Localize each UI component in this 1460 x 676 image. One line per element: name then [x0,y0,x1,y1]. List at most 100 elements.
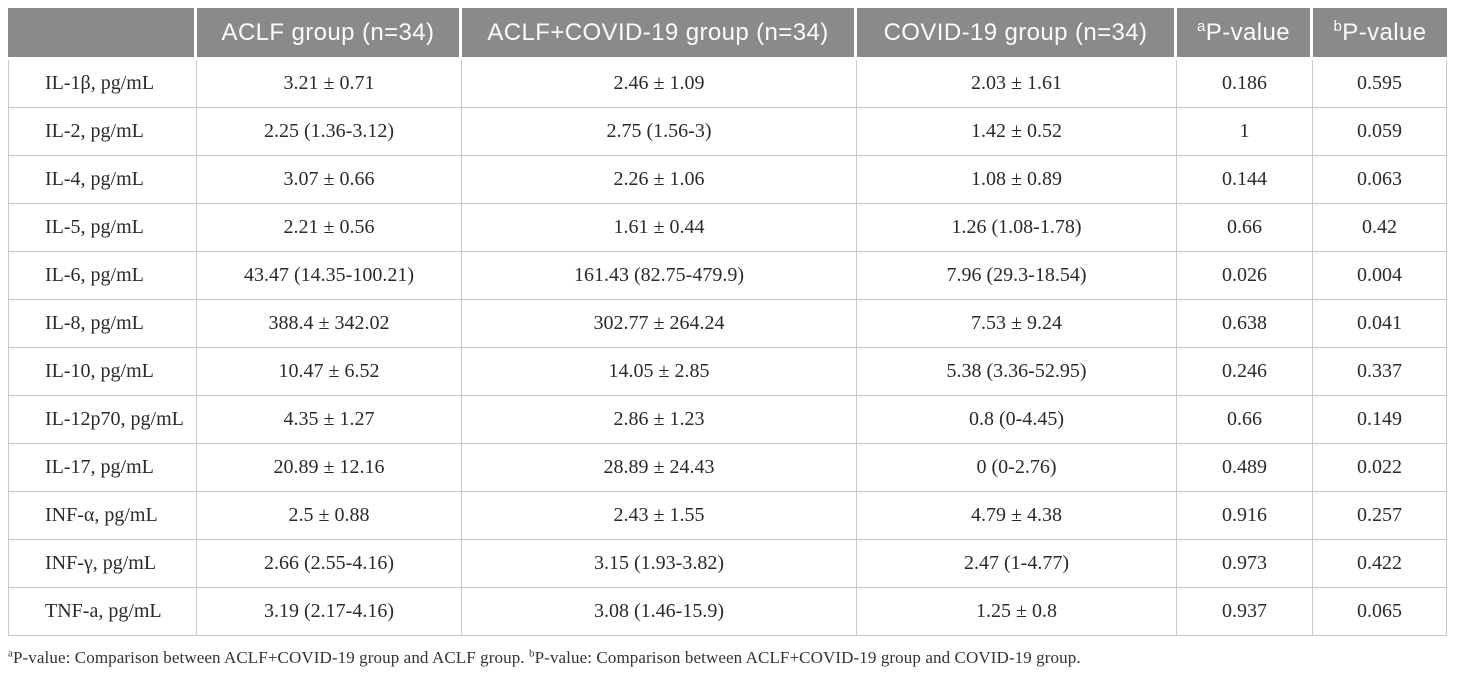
cytokine-label: IL-17, pg/mL [8,444,197,492]
aclf-group-value: 20.89 ± 12.16 [197,444,462,492]
aclf-covid-group-value: 3.08 (1.46-15.9) [462,588,857,636]
p-value-b: 0.041 [1313,300,1447,348]
footnote-text-a: P-value: Comparison between ACLF+COVID-1… [12,648,530,667]
p-value-b: 0.595 [1313,60,1447,108]
aclf-covid-group-value: 161.43 (82.75-479.9) [462,252,857,300]
aclf-covid-group-value: 1.61 ± 0.44 [462,204,857,252]
p-value-a: 0.026 [1177,252,1313,300]
aclf-group-value: 388.4 ± 342.02 [197,300,462,348]
aclf-group-value: 3.07 ± 0.66 [197,156,462,204]
aclf-group-value: 2.21 ± 0.56 [197,204,462,252]
p-value-a: 0.916 [1177,492,1313,540]
p-value-a: 0.144 [1177,156,1313,204]
p-value-a: 0.246 [1177,348,1313,396]
p-value-b: 0.022 [1313,444,1447,492]
cytokine-label: IL-1β, pg/mL [8,60,197,108]
table-row: IL-5, pg/mL 2.21 ± 0.56 1.61 ± 0.44 1.26… [8,204,1447,252]
aclf-group-value: 2.25 (1.36-3.12) [197,108,462,156]
p-value-b-label: P-value [1342,18,1427,46]
table-row: IL-4, pg/mL 3.07 ± 0.66 2.26 ± 1.06 1.08… [8,156,1447,204]
covid-group-value: 7.96 (29.3-18.54) [857,252,1177,300]
p-value-b: 0.059 [1313,108,1447,156]
cytokine-label: TNF-a, pg/mL [8,588,197,636]
p-value-b: 0.149 [1313,396,1447,444]
table-row: IL-6, pg/mL 43.47 (14.35-100.21) 161.43 … [8,252,1447,300]
covid-group-value: 5.38 (3.36-52.95) [857,348,1177,396]
aclf-group-value: 4.35 ± 1.27 [197,396,462,444]
table-row: IL-12p70, pg/mL 4.35 ± 1.27 2.86 ± 1.23 … [8,396,1447,444]
covid-group-value: 2.03 ± 1.61 [857,60,1177,108]
header-cell-p-value-a: aP-value [1177,8,1313,60]
aclf-group-value: 3.19 (2.17-4.16) [197,588,462,636]
aclf-covid-group-value: 2.75 (1.56-3) [462,108,857,156]
aclf-covid-group-value: 2.43 ± 1.55 [462,492,857,540]
aclf-covid-group-value: 2.46 ± 1.09 [462,60,857,108]
p-value-a: 1 [1177,108,1313,156]
aclf-group-value: 2.5 ± 0.88 [197,492,462,540]
aclf-covid-group-value: 14.05 ± 2.85 [462,348,857,396]
aclf-covid-group-value: 28.89 ± 24.43 [462,444,857,492]
cytokine-label: IL-6, pg/mL [8,252,197,300]
covid-group-value: 0 (0-2.76) [857,444,1177,492]
p-value-a: 0.489 [1177,444,1313,492]
p-value-a: 0.66 [1177,204,1313,252]
header-cell-aclf-covid-group: ACLF+COVID-19 group (n=34) [462,8,857,60]
p-value-a: 0.937 [1177,588,1313,636]
p-value-b-superscript: b [1333,17,1343,35]
p-value-b: 0.004 [1313,252,1447,300]
table-row: INF-α, pg/mL 2.5 ± 0.88 2.43 ± 1.55 4.79… [8,492,1447,540]
header-cell-blank [8,8,197,60]
p-value-a: 0.638 [1177,300,1313,348]
table-row: INF-γ, pg/mL 2.66 (2.55-4.16) 3.15 (1.93… [8,540,1447,588]
cytokine-label: IL-10, pg/mL [8,348,197,396]
cytokine-label: IL-12p70, pg/mL [8,396,197,444]
p-value-a: 0.973 [1177,540,1313,588]
table-row: IL-10, pg/mL 10.47 ± 6.52 14.05 ± 2.85 5… [8,348,1447,396]
aclf-covid-group-value: 3.15 (1.93-3.82) [462,540,857,588]
p-value-a: 0.66 [1177,396,1313,444]
covid-group-value: 2.47 (1-4.77) [857,540,1177,588]
p-value-b: 0.422 [1313,540,1447,588]
table-row: TNF-a, pg/mL 3.19 (2.17-4.16) 3.08 (1.46… [8,588,1447,636]
header-cell-p-value-b: bP-value [1313,8,1447,60]
header-cell-aclf-group: ACLF group (n=34) [197,8,462,60]
covid-group-value: 7.53 ± 9.24 [857,300,1177,348]
table-row: IL-1β, pg/mL 3.21 ± 0.71 2.46 ± 1.09 2.0… [8,60,1447,108]
header-cell-covid-group: COVID-19 group (n=34) [857,8,1177,60]
aclf-covid-group-value: 302.77 ± 264.24 [462,300,857,348]
cytokine-label: INF-α, pg/mL [8,492,197,540]
covid-group-value: 1.42 ± 0.52 [857,108,1177,156]
covid-group-value: 1.08 ± 0.89 [857,156,1177,204]
aclf-covid-group-value: 2.86 ± 1.23 [462,396,857,444]
cytokine-comparison-table: ACLF group (n=34) ACLF+COVID-19 group (n… [8,8,1447,636]
covid-group-value: 4.79 ± 4.38 [857,492,1177,540]
p-value-a-superscript: a [1197,17,1206,35]
aclf-group-value: 2.66 (2.55-4.16) [197,540,462,588]
table-row: IL-17, pg/mL 20.89 ± 12.16 28.89 ± 24.43… [8,444,1447,492]
aclf-group-value: 43.47 (14.35-100.21) [197,252,462,300]
cytokine-label: INF-γ, pg/mL [8,540,197,588]
table-footnote: aP-value: Comparison between ACLF+COVID-… [8,648,1460,668]
header-row: ACLF group (n=34) ACLF+COVID-19 group (n… [8,8,1447,60]
p-value-b: 0.42 [1313,204,1447,252]
p-value-b: 0.337 [1313,348,1447,396]
table-row: IL-8, pg/mL 388.4 ± 342.02 302.77 ± 264.… [8,300,1447,348]
footnote-superscript-a: a [8,647,13,660]
footnote-superscript-b: b [529,647,535,660]
covid-group-value: 1.26 (1.08-1.78) [857,204,1177,252]
covid-group-value: 1.25 ± 0.8 [857,588,1177,636]
p-value-a: 0.186 [1177,60,1313,108]
table-row: IL-2, pg/mL 2.25 (1.36-3.12) 2.75 (1.56-… [8,108,1447,156]
p-value-b: 0.063 [1313,156,1447,204]
p-value-b: 0.257 [1313,492,1447,540]
footnote-text-b: P-value: Comparison between ACLF+COVID-1… [534,648,1081,667]
cytokine-label: IL-8, pg/mL [8,300,197,348]
table-body: IL-1β, pg/mL 3.21 ± 0.71 2.46 ± 1.09 2.0… [8,60,1447,636]
aclf-group-value: 10.47 ± 6.52 [197,348,462,396]
cytokine-label: IL-2, pg/mL [8,108,197,156]
covid-group-value: 0.8 (0-4.45) [857,396,1177,444]
aclf-group-value: 3.21 ± 0.71 [197,60,462,108]
aclf-covid-group-value: 2.26 ± 1.06 [462,156,857,204]
cytokine-label: IL-5, pg/mL [8,204,197,252]
